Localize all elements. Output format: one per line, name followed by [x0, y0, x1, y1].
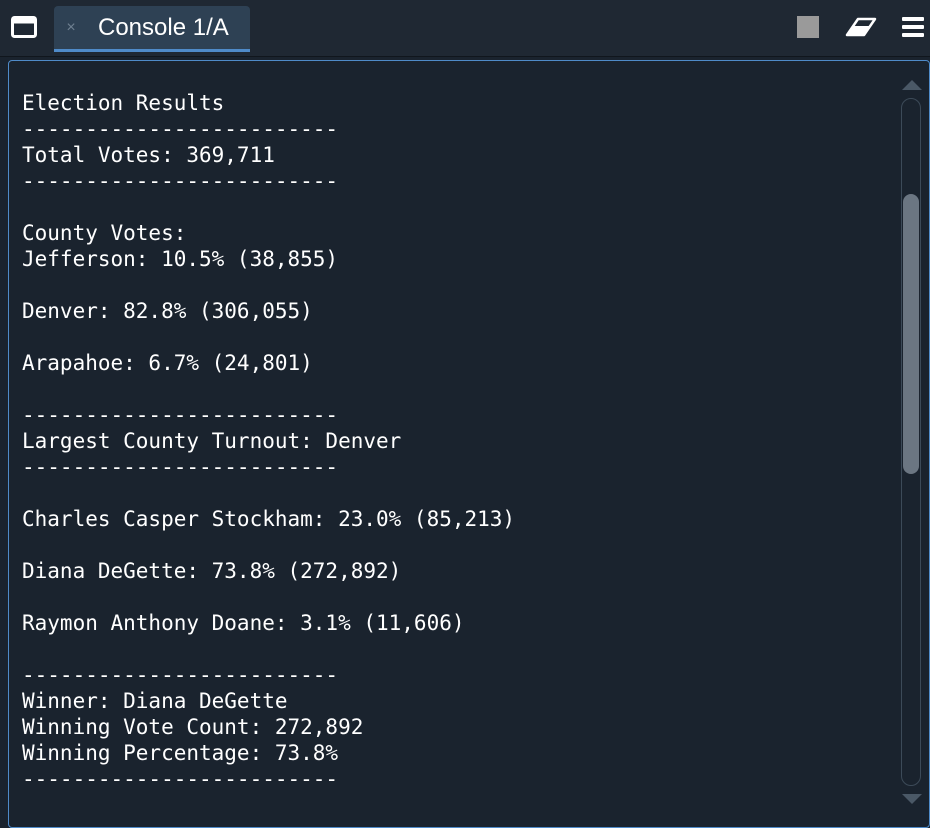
console-line: Total Votes: 369,711 — [22, 143, 275, 167]
console-line: Largest County Turnout: Denver — [22, 429, 402, 453]
menu-bar-line — [902, 33, 924, 37]
eraser-icon[interactable] — [844, 14, 878, 40]
console-line: ------------------------- — [22, 455, 339, 479]
tab-bar: × Console 1/A — [0, 0, 930, 57]
console-line: ------------------------- — [22, 403, 339, 427]
tab-console[interactable]: × Console 1/A — [54, 6, 250, 52]
stop-square-shape — [797, 16, 819, 38]
scroll-down-arrow-icon[interactable] — [902, 794, 922, 804]
tab-label: Console 1/A — [98, 14, 229, 41]
scrollbar[interactable] — [899, 76, 925, 806]
console-line: Arapahoe: 6.7% (24,801) — [22, 351, 313, 375]
scroll-thumb[interactable] — [903, 194, 919, 474]
console-line: Charles Casper Stockham: 23.0% (85,213) — [22, 507, 516, 531]
console-line: County Votes: — [22, 221, 187, 245]
console-line — [22, 480, 882, 506]
console-output: Election Results ------------------------… — [22, 90, 882, 792]
window-icon[interactable] — [11, 15, 37, 39]
console-line: ------------------------- — [22, 663, 339, 687]
console-line — [22, 532, 882, 558]
scroll-up-arrow-icon[interactable] — [902, 80, 922, 90]
console-line: Raymon Anthony Doane: 3.1% (11,606) — [22, 611, 465, 635]
console-line — [22, 272, 882, 298]
hamburger-menu-icon[interactable] — [900, 14, 926, 40]
console-line — [22, 324, 882, 350]
console-line — [22, 584, 882, 610]
console-line: Diana DeGette: 73.8% (272,892) — [22, 559, 402, 583]
console-line: Election Results — [22, 91, 225, 115]
console-line: ------------------------- — [22, 767, 339, 791]
console-line — [22, 636, 882, 662]
console-line — [22, 376, 882, 402]
stop-square-icon[interactable] — [796, 14, 820, 40]
console-line: ------------------------- — [22, 117, 339, 141]
close-icon[interactable]: × — [66, 19, 76, 36]
console-line: Winning Vote Count: 272,892 — [22, 715, 364, 739]
tab-active-indicator — [54, 49, 250, 52]
console-line: Winning Percentage: 73.8% — [22, 741, 339, 765]
console-line — [22, 194, 882, 220]
console-line: Denver: 82.8% (306,055) — [22, 299, 313, 323]
menu-bar-line — [902, 25, 924, 29]
scroll-track[interactable] — [901, 98, 921, 786]
console-line: ------------------------- — [22, 169, 339, 193]
menu-bar-line — [902, 17, 924, 21]
console-line: Jefferson: 10.5% (38,855) — [22, 247, 339, 271]
console-line: Winner: Diana DeGette — [22, 689, 288, 713]
